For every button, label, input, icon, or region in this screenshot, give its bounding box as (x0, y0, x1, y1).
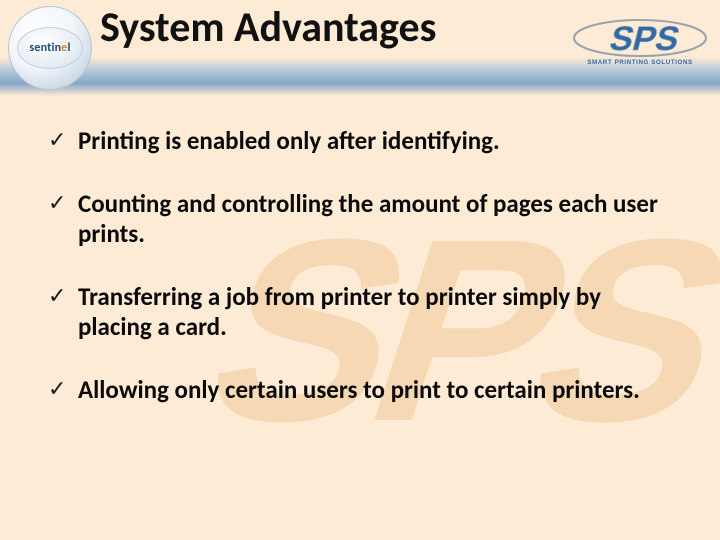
header: sentinel System Advantages SPS SMART PRI… (0, 0, 720, 96)
list-item: ✓ Transferring a job from printer to pri… (48, 282, 672, 343)
bullet-text: Allowing only certain users to print to … (78, 375, 640, 406)
logo-sps: SPS SMART PRINTING SOLUTIONS (570, 10, 710, 70)
list-item: ✓ Allowing only certain users to print t… (48, 375, 672, 406)
bullet-text: Counting and controlling the amount of p… (78, 189, 672, 250)
check-icon: ✓ (48, 191, 72, 215)
bullet-text: Transferring a job from printer to print… (78, 282, 672, 343)
svg-text:SPS: SPS (606, 20, 683, 57)
logo-sentinel-pre: sentin (29, 41, 61, 55)
list-item: ✓ Counting and controlling the amount of… (48, 189, 672, 250)
logo-sentinel: sentinel (8, 6, 92, 90)
check-icon: ✓ (48, 377, 72, 401)
logo-sps-sub: SMART PRINTING SOLUTIONS (587, 59, 693, 66)
list-item: ✓ Printing is enabled only after identif… (48, 126, 672, 157)
logo-sentinel-post: l (68, 41, 71, 55)
check-icon: ✓ (48, 284, 72, 308)
check-icon: ✓ (48, 128, 72, 152)
bullet-list: ✓ Printing is enabled only after identif… (0, 96, 720, 405)
logo-sentinel-text: sentinel (17, 27, 83, 69)
page-title: System Advantages (100, 2, 436, 53)
bullet-text: Printing is enabled only after identifyi… (78, 126, 500, 157)
